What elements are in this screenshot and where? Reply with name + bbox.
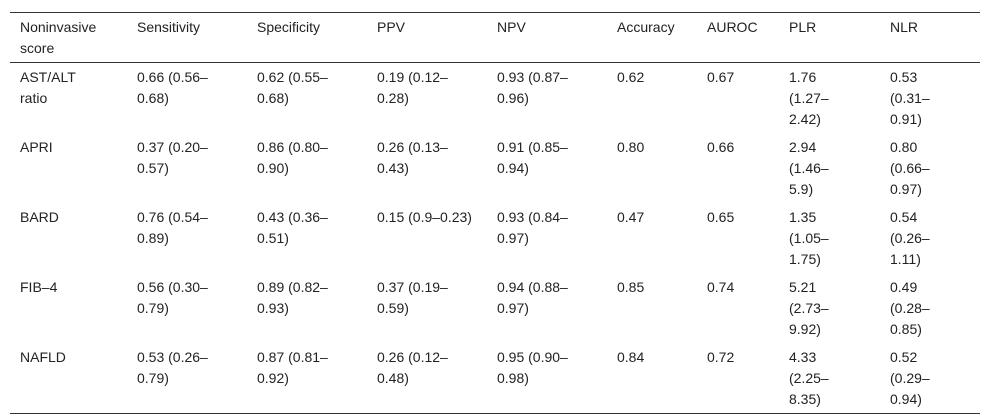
table-cell: 0.52 (0.29–0.94) xyxy=(890,349,930,407)
table-row: BARD 0.76 (0.54–0.89) 0.43 (0.36–0.51) 0.15… xyxy=(10,203,980,273)
header-cell: NLR xyxy=(890,19,919,35)
table-cell: 0.26 (0.12–0.48) xyxy=(377,349,448,386)
table-cell: FIB–4 xyxy=(20,279,58,295)
table-cell: 0.72 xyxy=(707,349,735,365)
table-cell: 0.89 (0.82–0.93) xyxy=(257,279,328,316)
table-cell: 0.43 (0.36–0.51) xyxy=(257,209,328,246)
table-cell: 0.53 (0.31–0.91) xyxy=(890,69,930,127)
header-cell: NPV xyxy=(497,19,526,35)
header-row: Noninvasive score Sensitivity Specificity P… xyxy=(10,12,980,63)
table-row: FIB–4 0.56 (0.30–0.79) 0.89 (0.82–0.93) 0.3… xyxy=(10,273,980,343)
table-cell: 0.93 (0.87–0.96) xyxy=(497,69,568,106)
table-cell: 0.62 xyxy=(617,69,645,85)
header-cell: Specificity xyxy=(257,19,321,35)
table-cell: 0.66 xyxy=(707,139,735,155)
header-cell: PLR xyxy=(789,19,817,35)
table-cell: 0.74 xyxy=(707,279,735,295)
table-cell: 2.94 (1.46–5.9) xyxy=(789,139,829,197)
table-cell: 0.95 (0.90–0.98) xyxy=(497,349,568,386)
table-cell: 0.85 xyxy=(617,279,645,295)
table-cell: 0.76 (0.54–0.89) xyxy=(137,209,208,246)
table-cell: 0.53 (0.26–0.79) xyxy=(137,349,208,386)
table-cell: 0.91 (0.85–0.94) xyxy=(497,139,568,176)
table-cell: 0.49 (0.28–0.85) xyxy=(890,279,930,337)
table-cell: 0.93 (0.84–0.97) xyxy=(497,209,568,246)
table-cell: 0.66 (0.56–0.68) xyxy=(137,69,208,106)
table-row: NAFLD 0.53 (0.26–0.79) 0.87 (0.81–0.92) 0.2… xyxy=(10,343,980,414)
header-cell: AUROC xyxy=(707,19,758,35)
header-cell: Accuracy xyxy=(617,19,675,35)
table-cell: 5.21 (2.73–9.92) xyxy=(789,279,829,337)
table-cell: 0.80 xyxy=(617,139,645,155)
table-row: APRI 0.37 (0.20–0.57) 0.86 (0.80–0.90) 0.26… xyxy=(10,133,980,203)
table-header: Noninvasive score Sensitivity Specificity P… xyxy=(10,12,980,63)
table-cell: 0.80 (0.66–0.97) xyxy=(890,139,930,197)
table-cell: BARD xyxy=(20,209,59,225)
table-cell: 0.87 (0.81–0.92) xyxy=(257,349,328,386)
table-cell: 0.84 xyxy=(617,349,645,365)
table-cell: 0.62 (0.55–0.68) xyxy=(257,69,328,106)
table-cell: 0.19 (0.12–0.28) xyxy=(377,69,448,106)
table-cell: 0.94 (0.88–0.97) xyxy=(497,279,568,316)
table-cell: 0.37 (0.19–0.59) xyxy=(377,279,448,316)
header-cell: Noninvasive score xyxy=(20,19,97,56)
table-cell: 0.26 (0.13–0.43) xyxy=(377,139,448,176)
table-cell: 0.37 (0.20–0.57) xyxy=(137,139,208,176)
table-body: AST/ALT ratio 0.66 (0.56–0.68) 0.62 (0.55–… xyxy=(10,63,980,414)
table-cell: 0.15 (0.9–0.23) xyxy=(377,209,472,225)
table-cell: 0.65 xyxy=(707,209,735,225)
table-cell: APRI xyxy=(20,139,53,155)
table-cell: 0.67 xyxy=(707,69,735,85)
table-cell: 4.33 (2.25–8.35) xyxy=(789,349,829,407)
results-table: Noninvasive score Sensitivity Specificity P… xyxy=(10,12,980,414)
table-cell: 0.86 (0.80–0.90) xyxy=(257,139,328,176)
header-cell: Sensitivity xyxy=(137,19,201,35)
table-cell: 1.76 (1.27–2.42) xyxy=(789,69,829,127)
table-row: AST/ALT ratio 0.66 (0.56–0.68) 0.62 (0.55–… xyxy=(10,63,980,134)
table-cell: AST/ALT ratio xyxy=(20,69,76,106)
table-cell: 1.35 (1.05–1.75) xyxy=(789,209,829,267)
table-cell: 0.56 (0.30–0.79) xyxy=(137,279,208,316)
table-cell: NAFLD xyxy=(20,349,66,365)
table-cell: 0.47 xyxy=(617,209,645,225)
header-cell: PPV xyxy=(377,19,406,35)
table-cell: 0.54 (0.26–1.11) xyxy=(890,209,930,267)
